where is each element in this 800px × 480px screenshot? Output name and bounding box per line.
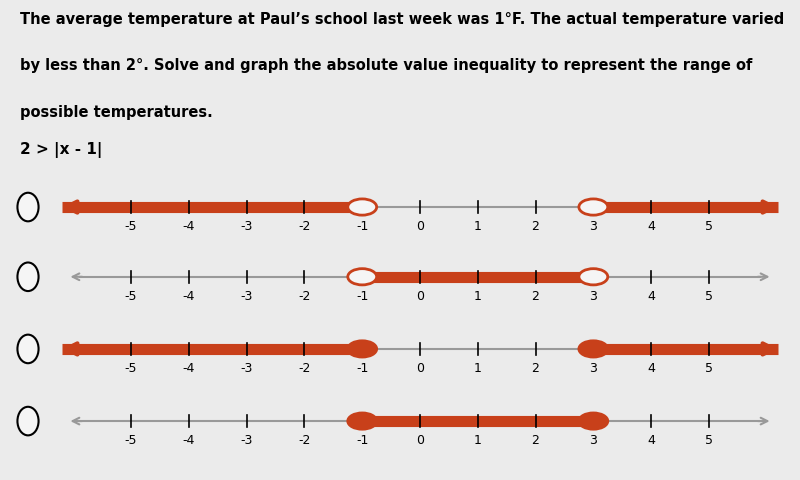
Text: possible temperatures.: possible temperatures. [20, 105, 213, 120]
Text: 5: 5 [705, 289, 713, 302]
Text: 5: 5 [705, 433, 713, 446]
Text: 0: 0 [416, 220, 424, 233]
Text: -3: -3 [241, 361, 253, 374]
Circle shape [18, 335, 38, 363]
Text: -4: -4 [182, 220, 195, 233]
Text: 4: 4 [647, 433, 655, 446]
Text: 5: 5 [705, 361, 713, 374]
Text: -3: -3 [241, 289, 253, 302]
Text: -1: -1 [356, 220, 369, 233]
Text: by less than 2°. Solve and graph the absolute value inequality to represent the : by less than 2°. Solve and graph the abs… [20, 59, 752, 73]
Text: 4: 4 [647, 361, 655, 374]
Text: 2: 2 [532, 289, 539, 302]
Circle shape [579, 341, 608, 357]
Text: 3: 3 [590, 289, 598, 302]
Text: 4: 4 [647, 220, 655, 233]
Text: -2: -2 [298, 220, 310, 233]
Text: 2: 2 [532, 433, 539, 446]
Text: -1: -1 [356, 289, 369, 302]
Text: -5: -5 [125, 220, 138, 233]
Text: 1: 1 [474, 361, 482, 374]
Text: -5: -5 [125, 433, 138, 446]
Text: 0: 0 [416, 289, 424, 302]
Text: -5: -5 [125, 361, 138, 374]
Text: 2: 2 [532, 361, 539, 374]
Text: 0: 0 [416, 361, 424, 374]
Text: -2: -2 [298, 289, 310, 302]
Text: 0: 0 [416, 433, 424, 446]
Circle shape [18, 193, 38, 222]
Text: -1: -1 [356, 433, 369, 446]
Text: 5: 5 [705, 220, 713, 233]
Text: 1: 1 [474, 433, 482, 446]
Text: 3: 3 [590, 361, 598, 374]
Circle shape [348, 200, 377, 216]
Circle shape [579, 269, 608, 285]
Text: 1: 1 [474, 220, 482, 233]
Circle shape [348, 269, 377, 285]
Circle shape [348, 413, 377, 429]
Text: 2: 2 [532, 220, 539, 233]
Text: -4: -4 [182, 433, 195, 446]
Text: -3: -3 [241, 220, 253, 233]
Text: -4: -4 [182, 289, 195, 302]
Text: 1: 1 [474, 289, 482, 302]
Text: 3: 3 [590, 433, 598, 446]
Text: 2 > |x - 1|: 2 > |x - 1| [20, 141, 102, 157]
Circle shape [18, 263, 38, 291]
Text: 3: 3 [590, 220, 598, 233]
Circle shape [579, 413, 608, 429]
Text: -3: -3 [241, 433, 253, 446]
Text: 4: 4 [647, 289, 655, 302]
Text: -2: -2 [298, 361, 310, 374]
Text: -5: -5 [125, 289, 138, 302]
Circle shape [18, 407, 38, 435]
Circle shape [579, 200, 608, 216]
Text: -4: -4 [182, 361, 195, 374]
Circle shape [348, 341, 377, 357]
Text: -1: -1 [356, 361, 369, 374]
Text: The average temperature at Paul’s school last week was 1°F. The actual temperatu: The average temperature at Paul’s school… [20, 12, 784, 27]
Text: -2: -2 [298, 433, 310, 446]
